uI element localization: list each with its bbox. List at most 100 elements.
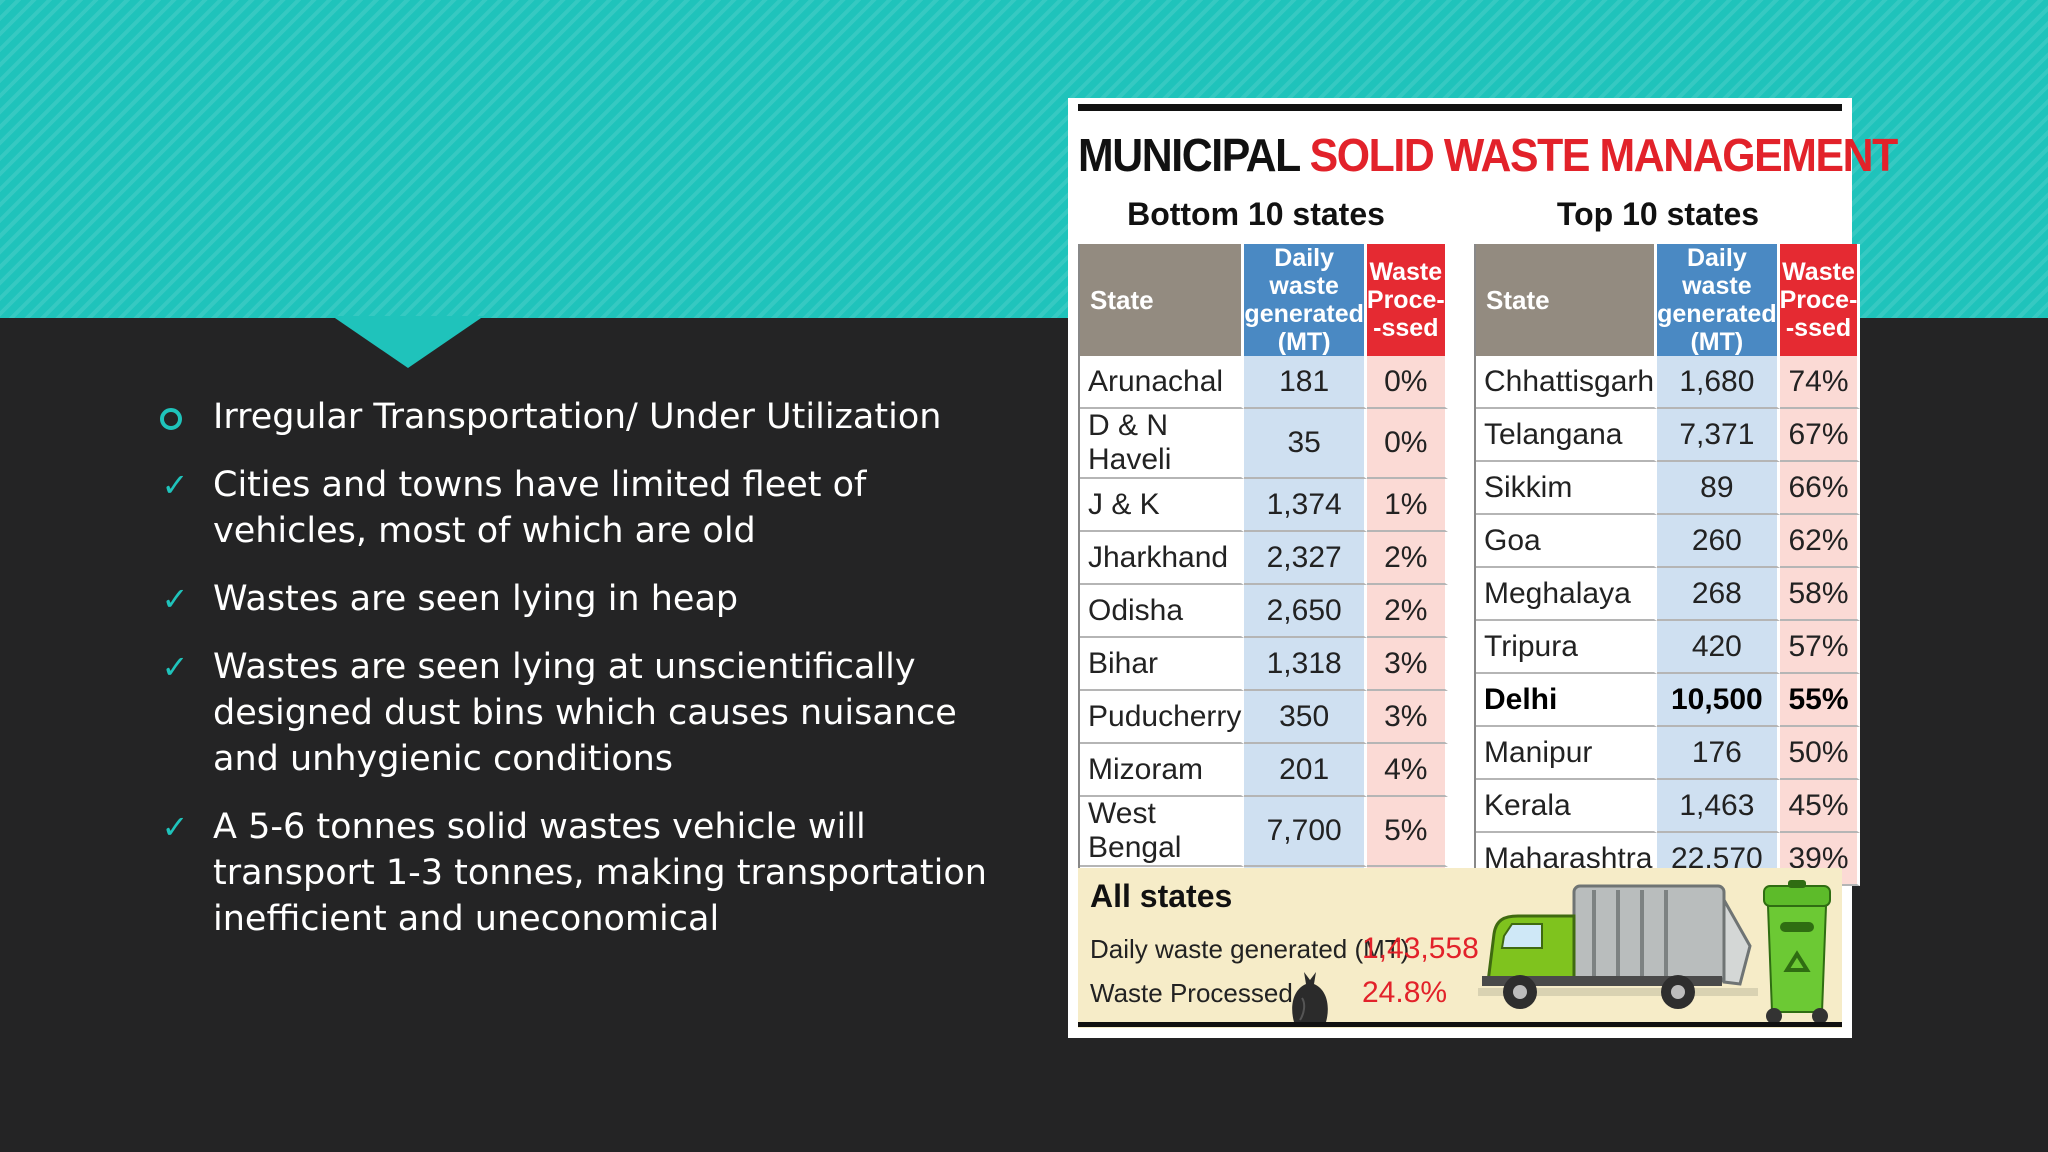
state-name-cell: Bihar — [1080, 638, 1245, 691]
daily-waste-label: Daily waste generated (MT) — [1090, 934, 1410, 964]
waste-processed-cell: 50% — [1779, 727, 1861, 780]
bottom-states-heading: Bottom 10 states — [1127, 196, 1385, 232]
state-name-cell: Goa — [1476, 515, 1658, 568]
header-state: State — [1476, 244, 1658, 356]
state-name-cell: Mizoram — [1080, 744, 1245, 797]
table-row: Delhi 10,500 55% — [1476, 674, 1861, 727]
daily-waste-value: 1,43,558 — [1362, 932, 1479, 965]
all-states-summary: All states Daily waste generated (MT) 1,… — [1078, 868, 1842, 1028]
table-row: Goa 260 62% — [1476, 515, 1861, 568]
table-row: Odisha 2,650 2% — [1080, 585, 1448, 638]
waste-processed-cell: 1% — [1366, 479, 1448, 532]
header-daily-waste: Daily waste generated (MT) — [1657, 244, 1780, 356]
waste-processed-cell: 55% — [1779, 674, 1861, 727]
bullet-text: Irregular Transportation/ Under Utilizat… — [213, 397, 942, 437]
header-state: State — [1080, 244, 1245, 356]
table-row: Kerala 1,463 45% — [1476, 780, 1861, 833]
bullet-item: Irregular Transportation/ Under Utilizat… — [155, 394, 1015, 440]
waste-processed-cell: 0% — [1366, 409, 1448, 479]
garbage-truck-icon — [1478, 884, 1758, 1009]
bullet-text: Wastes are seen lying in heap — [213, 579, 739, 619]
top-states-table: State Daily waste generated (MT) Waste P… — [1476, 244, 1861, 886]
waste-processed-cell: 66% — [1779, 462, 1861, 515]
table-row: Arunachal 181 0% — [1080, 356, 1448, 409]
state-name-cell: Jharkhand — [1080, 532, 1245, 585]
state-name-cell: West Bengal — [1080, 797, 1245, 867]
daily-waste-cell: 10,500 — [1657, 674, 1780, 727]
table-row: Bihar 1,318 3% — [1080, 638, 1448, 691]
table-header-row: State Daily waste generated (MT) Waste P… — [1080, 244, 1448, 356]
waste-processed-cell: 3% — [1366, 691, 1448, 744]
state-name-cell: Manipur — [1476, 727, 1658, 780]
table-row: Mizoram 201 4% — [1080, 744, 1448, 797]
state-name-cell: Sikkim — [1476, 462, 1658, 515]
waste-processed-cell: 0% — [1366, 356, 1448, 409]
waste-processed-cell: 4% — [1366, 744, 1448, 797]
waste-processed-cell: 74% — [1779, 356, 1861, 409]
table-row: Telangana 7,371 67% — [1476, 409, 1861, 462]
state-name-cell: J & K — [1080, 479, 1245, 532]
daily-waste-cell: 2,327 — [1244, 532, 1367, 585]
daily-waste-cell: 2,650 — [1244, 585, 1367, 638]
green-dustbin-icon — [1763, 880, 1831, 1024]
daily-waste-cell: 1,680 — [1657, 356, 1780, 409]
daily-waste-cell: 176 — [1657, 727, 1780, 780]
bullet-item: ✓ A 5-6 tonnes solid wastes vehicle will… — [155, 804, 1015, 942]
table-row: J & K 1,374 1% — [1080, 479, 1448, 532]
state-name-cell: Meghalaya — [1476, 568, 1658, 621]
waste-processed-cell: 67% — [1779, 409, 1861, 462]
waste-processed-cell: 45% — [1779, 780, 1861, 833]
state-name-cell: Odisha — [1080, 585, 1245, 638]
waste-processed-cell: 3% — [1366, 638, 1448, 691]
waste-processed-cell: 62% — [1779, 515, 1861, 568]
table-header-row: State Daily waste generated (MT) Waste P… — [1476, 244, 1861, 356]
table-row: Manipur 176 50% — [1476, 727, 1861, 780]
table-row: Meghalaya 268 58% — [1476, 568, 1861, 621]
table-row: Puducherry 350 3% — [1080, 691, 1448, 744]
daily-waste-cell: 89 — [1657, 462, 1780, 515]
header-daily-waste: Daily waste generated (MT) — [1244, 244, 1367, 356]
state-name-cell: Arunachal — [1080, 356, 1245, 409]
state-name-cell: Tripura — [1476, 621, 1658, 674]
waste-processed-cell: 5% — [1366, 797, 1448, 867]
title-red-part: SOLID WASTE MANAGEMENT — [1309, 129, 1899, 181]
waste-processed-cell: 57% — [1779, 621, 1861, 674]
infographic-title: MUNICIPAL SOLID WASTE MANAGEMENT — [1078, 128, 1898, 182]
state-name-cell: Kerala — [1476, 780, 1658, 833]
left-table-border — [1078, 244, 1080, 910]
bottom-states-table: State Daily waste generated (MT) Waste P… — [1080, 244, 1448, 920]
right-table-border — [1474, 244, 1476, 910]
waste-processed-cell: 58% — [1779, 568, 1861, 621]
table-row: West Bengal 7,700 5% — [1080, 797, 1448, 867]
state-name-cell: Chhattisgarh — [1476, 356, 1658, 409]
bottom-rule — [1078, 1022, 1842, 1027]
checkmark-icon: ✓ — [161, 808, 189, 846]
bullet-item: ✓ Cities and towns have limited fleet of… — [155, 462, 1015, 554]
daily-waste-cell: 350 — [1244, 691, 1367, 744]
summary-title: All states — [1090, 878, 1233, 914]
daily-waste-cell: 7,371 — [1657, 409, 1780, 462]
top-rule — [1078, 104, 1842, 111]
daily-waste-cell: 181 — [1244, 356, 1367, 409]
table-row: Tripura 420 57% — [1476, 621, 1861, 674]
table-row: Chhattisgarh 1,680 74% — [1476, 356, 1861, 409]
bullet-item: ✓ Wastes are seen lying at unscientifica… — [155, 644, 1015, 782]
state-name-cell: Delhi — [1476, 674, 1658, 727]
bullet-list: Irregular Transportation/ Under Utilizat… — [155, 394, 1015, 964]
daily-waste-cell: 1,463 — [1657, 780, 1780, 833]
checkmark-icon: ✓ — [161, 466, 189, 504]
table-row: Jharkhand 2,327 2% — [1080, 532, 1448, 585]
daily-waste-cell: 1,318 — [1244, 638, 1367, 691]
bullet-item: ✓ Wastes are seen lying in heap — [155, 576, 1015, 622]
state-name-cell: Puducherry — [1080, 691, 1245, 744]
daily-waste-cell: 420 — [1657, 621, 1780, 674]
waste-processed-value: 24.8% — [1362, 976, 1448, 1009]
circle-bullet-icon — [160, 408, 182, 430]
header-waste-processed: Waste Proce- -ssed — [1779, 244, 1861, 356]
bullet-text: Wastes are seen lying at unscientificall… — [213, 647, 957, 779]
title-black-part: MUNICIPAL — [1078, 129, 1301, 181]
checkmark-icon: ✓ — [161, 580, 189, 618]
bullet-text: A 5-6 tonnes solid wastes vehicle will t… — [213, 807, 987, 939]
bullet-text: Cities and towns have limited fleet of v… — [213, 465, 867, 551]
header-waste-processed: Waste Proce- -ssed — [1366, 244, 1448, 356]
